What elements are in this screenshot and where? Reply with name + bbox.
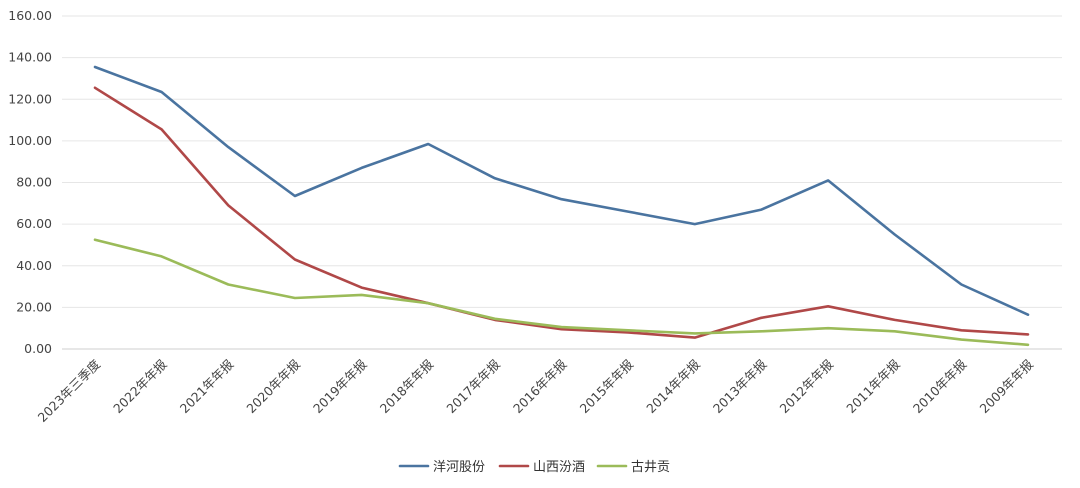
series-line-2 xyxy=(93,86,1030,339)
x-tick-label: 2009年年报 xyxy=(977,356,1037,416)
legend: 洋河股份 山西汾酒 古井贡 xyxy=(398,460,670,475)
legend-label: 古井贡 xyxy=(631,460,670,475)
legend-label: 山西汾酒 xyxy=(533,460,585,475)
y-axis: 0.00 20.00 40.00 60.00 80.00 100.00 120.00 140.… xyxy=(8,8,52,356)
x-tick-label: 2014年年报 xyxy=(643,356,703,416)
x-tick-label: 2016年年报 xyxy=(510,356,570,416)
x-axis: 2023年三季度 2022年年报 2021年年报 2020年年报 2019年年报 2018… xyxy=(35,356,1037,425)
x-tick-label: 2022年年报 xyxy=(110,356,170,416)
gridlines xyxy=(62,15,1062,350)
y-tick-label: 140.00 xyxy=(8,50,52,65)
x-tick-label: 2010年年报 xyxy=(910,356,970,416)
y-tick-label: 120.00 xyxy=(8,91,52,106)
series-line-1 xyxy=(93,65,1030,317)
series-line-3 xyxy=(93,238,1030,347)
x-tick-label: 2012年年报 xyxy=(777,356,837,416)
x-tick-label: 2013年年报 xyxy=(710,356,770,416)
x-tick-label: 2023年三季度 xyxy=(35,356,104,425)
legend-label: 洋河股份 xyxy=(433,460,485,475)
y-tick-label: 160.00 xyxy=(8,8,52,23)
x-tick-label: 2018年年报 xyxy=(377,356,437,416)
y-tick-label: 100.00 xyxy=(8,133,52,148)
x-tick-label: 2020年年报 xyxy=(243,356,303,416)
x-tick-label: 2019年年报 xyxy=(310,356,370,416)
x-tick-label: 2021年年报 xyxy=(177,356,237,416)
y-tick-label: 80.00 xyxy=(16,175,52,190)
y-tick-label: 60.00 xyxy=(16,216,52,231)
y-tick-label: 0.00 xyxy=(24,341,52,356)
series-group xyxy=(93,65,1030,347)
x-tick-label: 2017年年报 xyxy=(443,356,503,416)
x-tick-label: 2015年年报 xyxy=(577,356,637,416)
y-tick-label: 20.00 xyxy=(16,299,52,314)
x-tick-label: 2011年年报 xyxy=(843,356,903,416)
y-tick-label: 40.00 xyxy=(16,258,52,273)
